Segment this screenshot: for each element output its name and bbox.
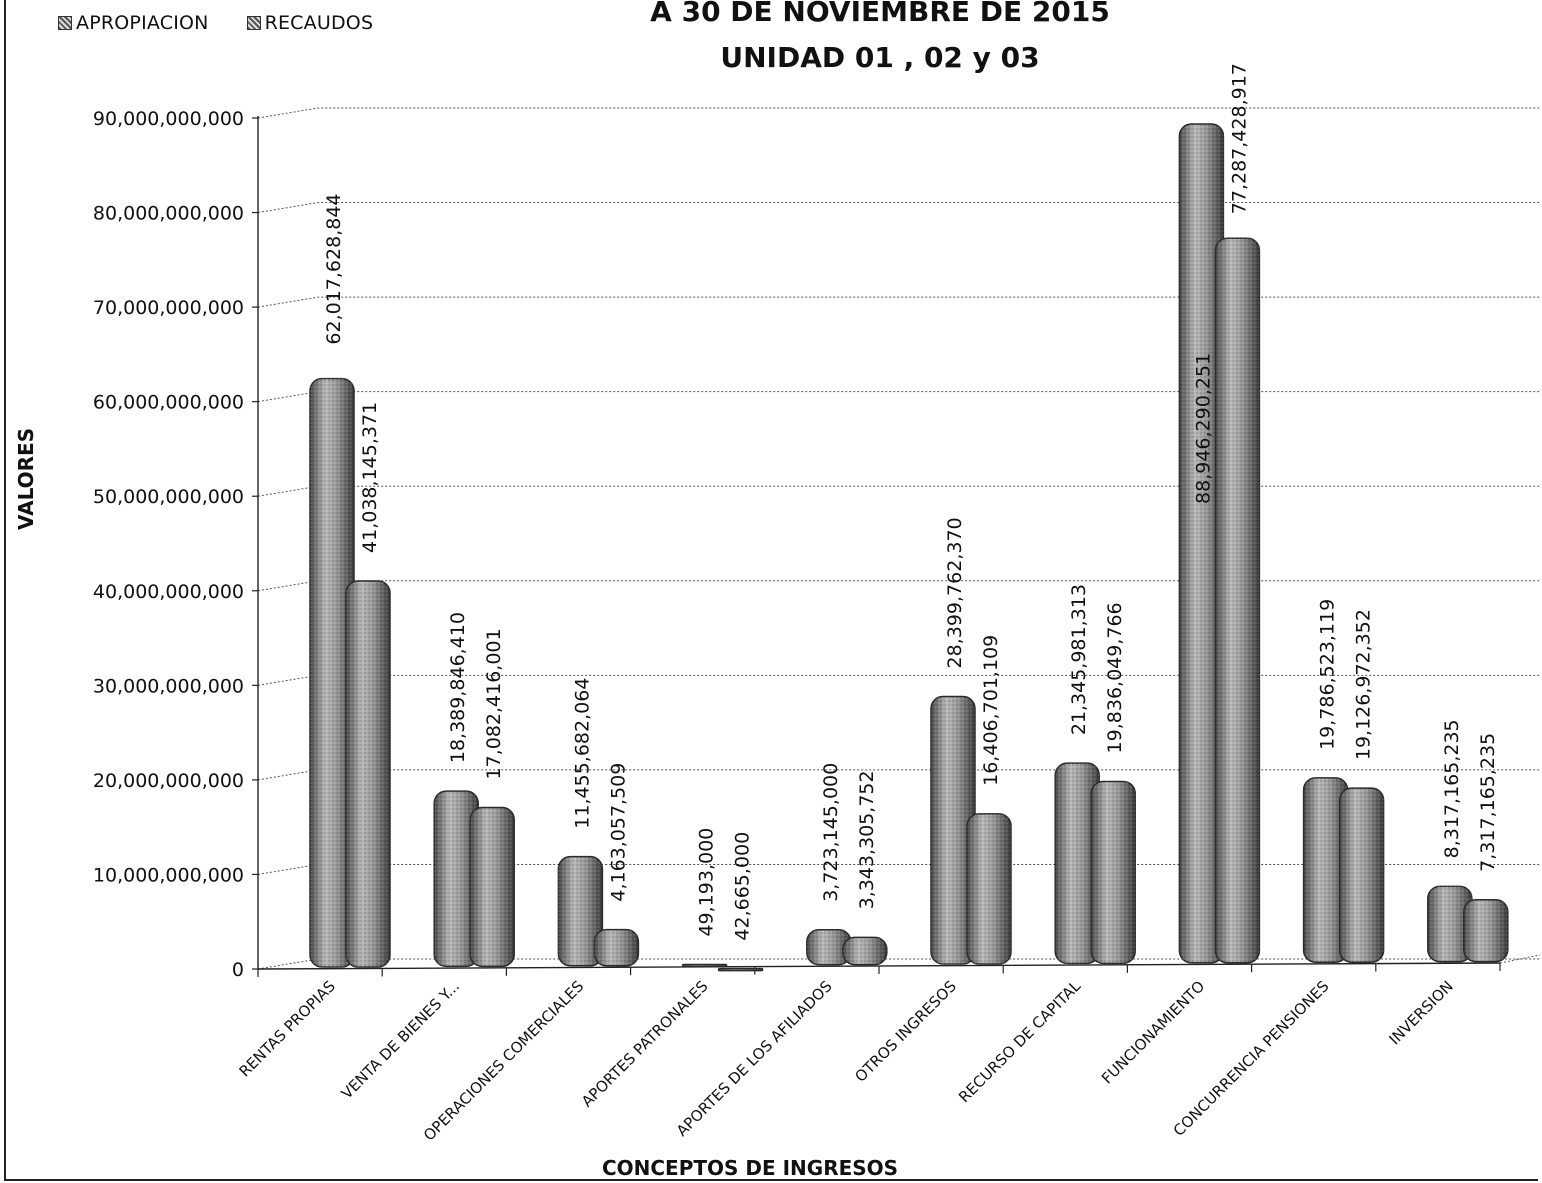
x-tick-label: APORTES PATRONALES <box>578 977 711 1110</box>
bar-texture <box>1179 123 1224 963</box>
data-label-recaudos-0: 41,038,145,371 <box>359 402 381 553</box>
y-tick-label: 40,000,000,000 <box>93 581 244 603</box>
legend-label-recaudos: RECAUDOS <box>264 12 374 34</box>
data-label-recaudos-7: 77,287,428,917 <box>1228 63 1250 214</box>
y-tick-label: 20,000,000,000 <box>93 770 244 792</box>
bar-texture <box>967 813 1011 964</box>
data-label-apropiacion-2: 11,455,682,064 <box>571 678 593 829</box>
gridline <box>257 296 1540 308</box>
y-tick-label: 80,000,000,000 <box>93 203 244 225</box>
data-label-recaudos-3: 42,665,000 <box>732 832 754 941</box>
chart-title: A 30 DE NOVIEMBRE DE 2015 <box>650 0 1110 28</box>
y-tick-label: 30,000,000,000 <box>93 675 244 697</box>
data-label-recaudos-6: 19,836,049,766 <box>1104 602 1126 753</box>
bar-texture <box>558 856 603 966</box>
gridline <box>257 202 1540 214</box>
bar-texture <box>842 937 887 965</box>
data-label-apropiacion-7: 88,946,290,251 <box>1192 353 1214 504</box>
legend-label-apropiacion: APROPIACION <box>76 12 209 34</box>
y-tick-label: 70,000,000,000 <box>93 297 244 319</box>
y-tick-label: 10,000,000,000 <box>93 864 244 886</box>
x-tick-label: RENTAS PROPIAS <box>236 977 339 1080</box>
bar-texture <box>1303 777 1348 963</box>
y-tick-label: 60,000,000,000 <box>93 392 244 414</box>
data-label-recaudos-2: 4,163,057,509 <box>607 763 629 902</box>
x-tick-label: FUNCIONAMIENTO <box>1098 977 1208 1087</box>
x-tick-label: VENTA DE BIENES Y... <box>338 977 463 1102</box>
gridline <box>257 107 1540 119</box>
legend: APROPIACION RECAUDOS <box>58 12 373 34</box>
axes <box>252 116 1541 977</box>
bar-texture <box>434 791 479 967</box>
bar-texture <box>310 378 354 967</box>
legend-swatch-recaudos <box>246 16 261 30</box>
data-label-apropiacion-6: 21,345,981,313 <box>1068 584 1090 735</box>
x-tick-label: OTROS INGRESOS <box>851 977 960 1086</box>
data-label-apropiacion-0: 62,017,628,844 <box>323 193 345 344</box>
x-axis-title: CONCEPTOS DE INGRESOS <box>601 1156 899 1180</box>
data-label-apropiacion-1: 18,389,846,410 <box>447 612 469 763</box>
x-tick-label: INVERSION <box>1385 977 1456 1048</box>
y-tick-label: 50,000,000,000 <box>93 486 244 508</box>
data-label-apropiacion-4: 3,723,145,000 <box>820 763 842 902</box>
bar-texture <box>1427 886 1472 962</box>
data-label-recaudos-1: 17,082,416,001 <box>483 628 505 779</box>
gridline <box>257 485 1540 497</box>
bar-texture <box>682 964 727 967</box>
bar-texture <box>1091 781 1136 964</box>
chart-frame <box>4 0 1538 1181</box>
bar-texture <box>1215 238 1260 963</box>
legend-swatch-apropiacion <box>58 16 72 30</box>
y-tick-label: 0 <box>232 959 244 981</box>
legend-item-recaudos: RECAUDOS <box>246 12 374 34</box>
data-label-recaudos-5: 16,406,701,109 <box>980 635 1002 786</box>
bar-texture <box>1339 788 1384 963</box>
bar-texture <box>470 807 515 967</box>
floor-edge <box>1499 954 1541 964</box>
data-label-recaudos-8: 19,126,972,352 <box>1353 609 1375 760</box>
bar-texture <box>806 929 851 965</box>
gridline <box>257 391 1540 403</box>
data-label-recaudos-9: 7,317,165,235 <box>1477 733 1499 872</box>
data-label-apropiacion-5: 28,399,762,370 <box>944 517 966 668</box>
x-tick-label: RECURSO DE CAPITAL <box>955 977 1084 1106</box>
legend-item-apropiacion: APROPIACION <box>58 12 209 34</box>
bar-texture <box>346 580 390 967</box>
data-label-recaudos-4: 3,343,305,752 <box>856 770 878 909</box>
y-axis-title: VALORES <box>14 427 38 530</box>
data-label-apropiacion-9: 8,317,165,235 <box>1441 719 1463 858</box>
chart-subtitle: UNIDAD 01 , 02 y 03 <box>720 41 1040 74</box>
bars <box>309 123 1509 972</box>
bar-texture <box>931 696 975 964</box>
bar-texture <box>594 929 639 966</box>
bar-texture <box>1055 763 1100 964</box>
data-labels: 62,017,628,844 41,038,145,371 18,389,846,4… <box>323 63 1499 940</box>
bar-texture <box>718 968 763 971</box>
gridline <box>257 580 1540 592</box>
data-label-apropiacion-8: 19,786,523,119 <box>1317 599 1339 750</box>
bar-texture <box>1463 899 1508 962</box>
data-label-apropiacion-3: 49,193,000 <box>696 828 718 937</box>
gridline <box>257 769 1540 781</box>
y-tick-label: 90,000,000,000 <box>93 108 244 130</box>
